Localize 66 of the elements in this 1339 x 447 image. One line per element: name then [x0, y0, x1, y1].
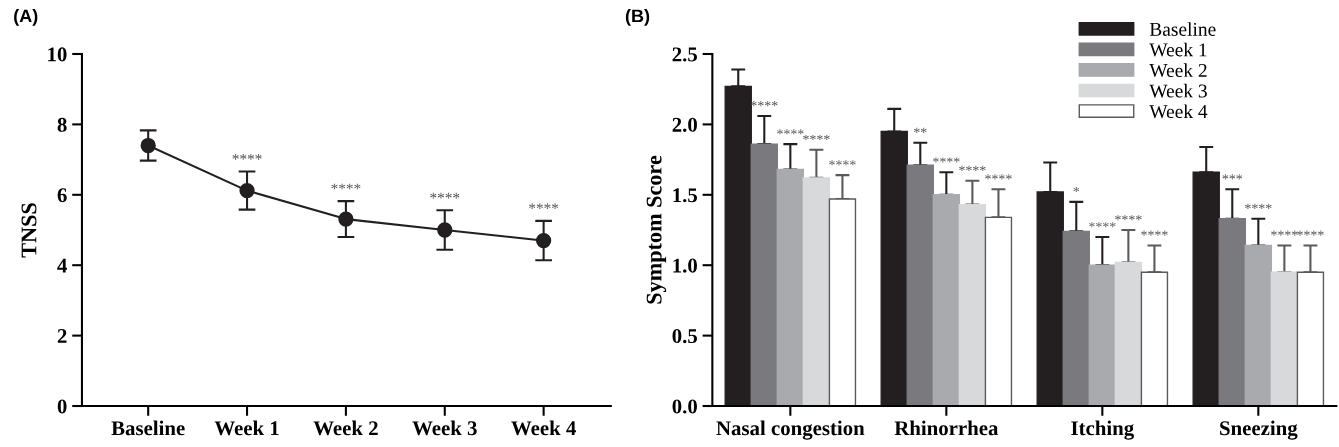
bar	[1270, 271, 1299, 407]
data-label: ***	[1222, 174, 1243, 180]
point	[437, 222, 453, 238]
data-label: ****	[777, 129, 804, 135]
bar	[802, 177, 831, 407]
bar	[776, 168, 805, 407]
x-tick-label: Week 2	[313, 420, 378, 436]
y-axis-title: TNSS	[21, 203, 37, 258]
data-label: ****	[1141, 230, 1168, 236]
data-label: ****	[1297, 230, 1324, 236]
y-tick-label: 0.5	[672, 328, 697, 344]
point	[239, 182, 255, 199]
point	[535, 232, 552, 249]
data-label: **	[914, 127, 927, 133]
y-tick-label: 1.0	[673, 258, 697, 273]
y-tick-label: 8	[57, 117, 67, 132]
data-label: *	[1073, 186, 1080, 193]
data-label: ****	[1089, 222, 1116, 228]
bar	[1088, 264, 1117, 407]
y-tick-label: 6	[57, 188, 67, 203]
chart-title: (B)	[625, 9, 650, 26]
legend-label: Baseline	[1149, 22, 1216, 36]
bar	[1114, 261, 1143, 407]
data-label: ****	[829, 160, 856, 166]
bar	[1244, 244, 1273, 407]
y-tick-label: 0	[57, 399, 67, 414]
bar	[906, 164, 935, 407]
data-label: ****	[959, 165, 986, 171]
x-tick-label: Sneezing	[1220, 420, 1298, 440]
bar	[932, 194, 961, 407]
y-tick-label: 10	[48, 47, 67, 62]
point	[140, 137, 156, 154]
legend-label: Week 4	[1149, 104, 1208, 119]
data-label: ****	[803, 134, 830, 140]
x-tick-label: Week 3	[412, 420, 477, 436]
data-label: ****	[1115, 215, 1142, 221]
data-label: ****	[430, 192, 460, 199]
y-tick-label: 1.5	[673, 188, 697, 203]
bar	[958, 203, 987, 407]
legend-label: Week 3	[1149, 83, 1207, 98]
x-tick-label: Baseline	[111, 420, 185, 436]
data-label: ****	[1271, 230, 1298, 236]
x-tick-label: Week 4	[511, 420, 576, 436]
data-label: ****	[529, 203, 559, 209]
legend-label: Week 2	[1149, 63, 1207, 78]
x-tick-label: Rhinorrhea	[894, 420, 999, 436]
data-label: ****	[933, 157, 960, 163]
data-label: ****	[1245, 203, 1272, 209]
bar	[1218, 218, 1246, 407]
data-label: ****	[232, 154, 262, 160]
chart-title: (A)	[14, 9, 38, 26]
legend-label: Week 1	[1149, 42, 1207, 57]
x-tick-label: Week 1	[214, 420, 279, 436]
x-tick-label: Nasal congestion	[716, 420, 865, 440]
y-tick-label: 2	[57, 329, 67, 343]
x-tick-label: Itching	[1071, 420, 1134, 440]
bar	[750, 143, 779, 407]
bar	[1062, 230, 1091, 407]
y-axis-title: Symptom Score	[646, 155, 667, 304]
y-tick-label: 0.0	[672, 399, 697, 414]
data-label: ****	[331, 183, 361, 190]
y-tick-label: 2.5	[672, 47, 697, 62]
y-tick-label: 4	[57, 258, 67, 273]
point	[338, 211, 354, 227]
data-label: ****	[985, 174, 1012, 180]
y-tick-label: 2.0	[672, 117, 697, 132]
